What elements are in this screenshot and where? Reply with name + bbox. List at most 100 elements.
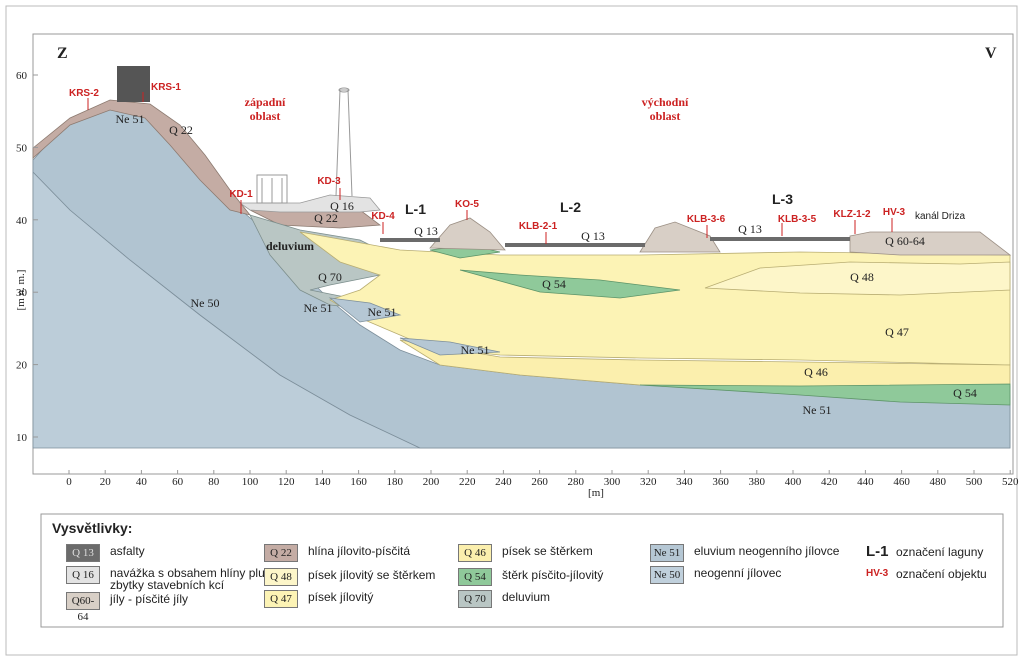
legend-code: HV-3 (866, 568, 889, 579)
legend-swatch: Q 70 (458, 590, 492, 608)
object-label: KLZ-1-2 (833, 209, 871, 220)
y-tick-label: 60 (16, 70, 28, 82)
outer-frame (5, 5, 1018, 656)
object-labels: KRS-2 KRS-1 KD-1 KD-3 KD-4 KO-5 KLB-2-1 KLB-3-6… (69, 82, 906, 232)
object-label: HV-3 (883, 207, 906, 218)
asphalt-l2 (505, 243, 645, 247)
legend-text: písek jílovitý se štěrkem (308, 568, 436, 582)
y-tick-label: 10 (16, 432, 28, 444)
layer-label: Ne 50 (191, 296, 220, 310)
legend-swatch: Ne 51 (650, 544, 684, 562)
object-label: KO-5 (455, 199, 479, 210)
layer-q16 (238, 194, 381, 213)
x-tick-label: 180 (387, 476, 404, 488)
object-label: KD-3 (317, 176, 341, 187)
legend-title: Vysvětlivky: (52, 520, 133, 536)
layer-q54-east (639, 383, 1011, 406)
x-tick-label: 20 (100, 476, 112, 488)
layer-label: Q 60-64 (885, 234, 925, 248)
x-tick-label: 120 (278, 476, 295, 488)
x-tick-label: 300 (604, 476, 621, 488)
y-tick-label: 40 (16, 215, 28, 227)
layer-q54-upper (459, 269, 681, 299)
building-block (117, 66, 150, 102)
x-tick-label: 460 (893, 476, 910, 488)
layer-label: Q 48 (850, 270, 874, 284)
lagoon-l2: L-2 (560, 199, 581, 215)
x-tick-label: 220 (459, 476, 476, 488)
legend-text: písek se štěrkem (502, 544, 593, 558)
layer-label: Q 22 (169, 123, 193, 137)
legend-text: deluvium (502, 590, 551, 604)
mound-ko5 (429, 217, 506, 251)
layer-label: Q 46 (804, 365, 828, 379)
layer-q70 (249, 214, 401, 311)
asphalt-l3 (710, 237, 850, 241)
layer-ne51-tongue1 (328, 297, 402, 323)
legend-swatch: Q 46 (458, 544, 492, 562)
layer-label: deluvium (266, 239, 314, 253)
x-tick-label: 240 (495, 476, 512, 488)
x-tick-label: 380 (749, 476, 766, 488)
legend-swatch: Q 48 (264, 568, 298, 586)
mound-l3 (639, 221, 721, 253)
x-tick-label: 500 (966, 476, 983, 488)
legend-box (40, 513, 1004, 628)
layer-label: Q 54 (542, 277, 566, 291)
x-tick-label: 0 (66, 476, 72, 488)
layer-label: Q 70 (318, 270, 342, 284)
chimney (335, 89, 353, 197)
layer-label: Q 13 (738, 222, 762, 236)
legend-swatch: Ne 50 (650, 566, 684, 584)
x-tick-label: 100 (242, 476, 259, 488)
x-tick-label: 400 (785, 476, 802, 488)
legend-text: hlína jílovito-písčitá (308, 544, 411, 558)
legend-swatch: Q 22 (264, 544, 298, 562)
legend-text: neogenní jílovec (694, 566, 782, 580)
canal-label: kanál Driza (915, 211, 965, 222)
x-tick-label: 160 (350, 476, 367, 488)
x-tick-label: 520 (1002, 476, 1019, 488)
legend-code: L-1 (866, 543, 889, 560)
legend-text: označení laguny (896, 545, 984, 559)
x-tick-label: 200 (423, 476, 440, 488)
legend-text: štěrk písčito-jílovitý (502, 568, 604, 582)
y-tick-label: 50 (16, 142, 28, 154)
legend-text: jíly - písčité jíly (110, 592, 189, 606)
layer-label: Q 13 (581, 229, 605, 243)
x-tick-label: 320 (640, 476, 657, 488)
legend-text: označení objektu (896, 567, 987, 581)
layer-label: Q 54 (953, 386, 977, 400)
object-label: KLB-3-5 (778, 214, 817, 225)
layer-ne51-tongue2 (399, 337, 501, 356)
legend-swatch: Q 47 (264, 590, 298, 608)
y-axis-title: [m n. m.] (15, 270, 27, 311)
x-tick-label: 40 (136, 476, 148, 488)
layer-label: Q 13 (414, 224, 438, 238)
x-tick-label: 360 (712, 476, 729, 488)
object-label: KD-1 (229, 189, 253, 200)
legend-swatch: Q 16 (66, 566, 100, 584)
y-axis: 60 50 40 30 20 10 (16, 70, 38, 444)
layer-label: Ne 51 (368, 305, 397, 319)
x-tick-label: 440 (857, 476, 874, 488)
x-tick-label: 80 (208, 476, 220, 488)
x-axis: 0 20 40 60 80 100 120 140 160 180 200 220 240 260 280 3… (66, 470, 1019, 488)
object-label: KRS-1 (151, 82, 181, 93)
layer-q48 (704, 261, 1011, 296)
legend-text: eluvium neogenního jílovce (694, 544, 840, 558)
x-tick-label: 140 (314, 476, 331, 488)
x-tick-label: 480 (930, 476, 947, 488)
y-tick-label: 20 (16, 360, 28, 372)
layer-label: Q 16 (330, 199, 354, 213)
layer-label: Ne 51 (116, 112, 145, 126)
y-tick-label: 30 (16, 287, 28, 299)
legend-text: písek jílovitý (308, 590, 374, 604)
lagoon-l3: L-3 (772, 191, 793, 207)
layer-label: Ne 51 (803, 403, 832, 417)
x-tick-label: 420 (821, 476, 838, 488)
layer-label: Q 22 (314, 211, 338, 225)
east-marker: V (985, 45, 997, 62)
